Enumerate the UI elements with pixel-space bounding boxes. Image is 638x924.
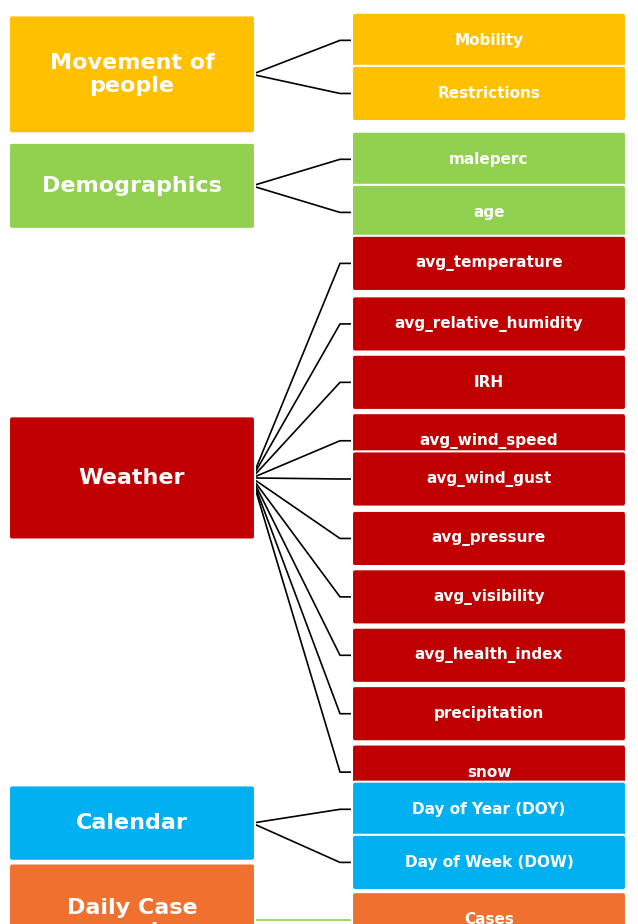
- FancyBboxPatch shape: [352, 355, 626, 410]
- Text: Weather: Weather: [78, 468, 185, 488]
- FancyBboxPatch shape: [352, 185, 626, 240]
- FancyBboxPatch shape: [9, 863, 255, 924]
- Text: Demographics: Demographics: [42, 176, 222, 196]
- Text: maleperc: maleperc: [449, 152, 529, 167]
- FancyBboxPatch shape: [352, 687, 626, 741]
- Text: avg_temperature: avg_temperature: [415, 256, 563, 271]
- FancyBboxPatch shape: [352, 893, 626, 924]
- FancyBboxPatch shape: [352, 66, 626, 121]
- FancyBboxPatch shape: [352, 745, 626, 800]
- FancyBboxPatch shape: [352, 511, 626, 566]
- FancyBboxPatch shape: [352, 569, 626, 625]
- Text: age: age: [473, 205, 505, 220]
- Text: Restrictions: Restrictions: [438, 86, 540, 101]
- FancyBboxPatch shape: [352, 297, 626, 351]
- Text: avg_visibility: avg_visibility: [433, 589, 545, 605]
- FancyBboxPatch shape: [9, 16, 255, 133]
- FancyBboxPatch shape: [352, 13, 626, 68]
- Text: Calendar: Calendar: [76, 813, 188, 833]
- FancyBboxPatch shape: [352, 236, 626, 291]
- Text: Day of Week (DOW): Day of Week (DOW): [404, 855, 574, 869]
- Text: Daily Case
counts: Daily Case counts: [67, 898, 197, 924]
- Text: IRH: IRH: [474, 375, 504, 390]
- FancyBboxPatch shape: [352, 132, 626, 187]
- Text: avg_relative_humidity: avg_relative_humidity: [395, 316, 583, 332]
- Text: snow: snow: [467, 765, 511, 780]
- Text: Cases: Cases: [464, 912, 514, 924]
- Text: Mobility: Mobility: [454, 33, 524, 48]
- FancyBboxPatch shape: [9, 785, 255, 861]
- Text: Day of Year (DOY): Day of Year (DOY): [412, 802, 566, 817]
- FancyBboxPatch shape: [352, 627, 626, 683]
- FancyBboxPatch shape: [352, 452, 626, 506]
- FancyBboxPatch shape: [352, 413, 626, 468]
- FancyBboxPatch shape: [352, 782, 626, 837]
- Text: avg_pressure: avg_pressure: [432, 531, 546, 546]
- Text: avg_wind_gust: avg_wind_gust: [426, 471, 552, 487]
- FancyBboxPatch shape: [9, 417, 255, 540]
- FancyBboxPatch shape: [9, 143, 255, 229]
- FancyBboxPatch shape: [352, 834, 626, 890]
- Text: avg_health_index: avg_health_index: [415, 648, 563, 663]
- Text: Movement of
people: Movement of people: [50, 53, 214, 96]
- Text: avg_wind_speed: avg_wind_speed: [420, 432, 558, 449]
- Text: precipitation: precipitation: [434, 706, 544, 722]
